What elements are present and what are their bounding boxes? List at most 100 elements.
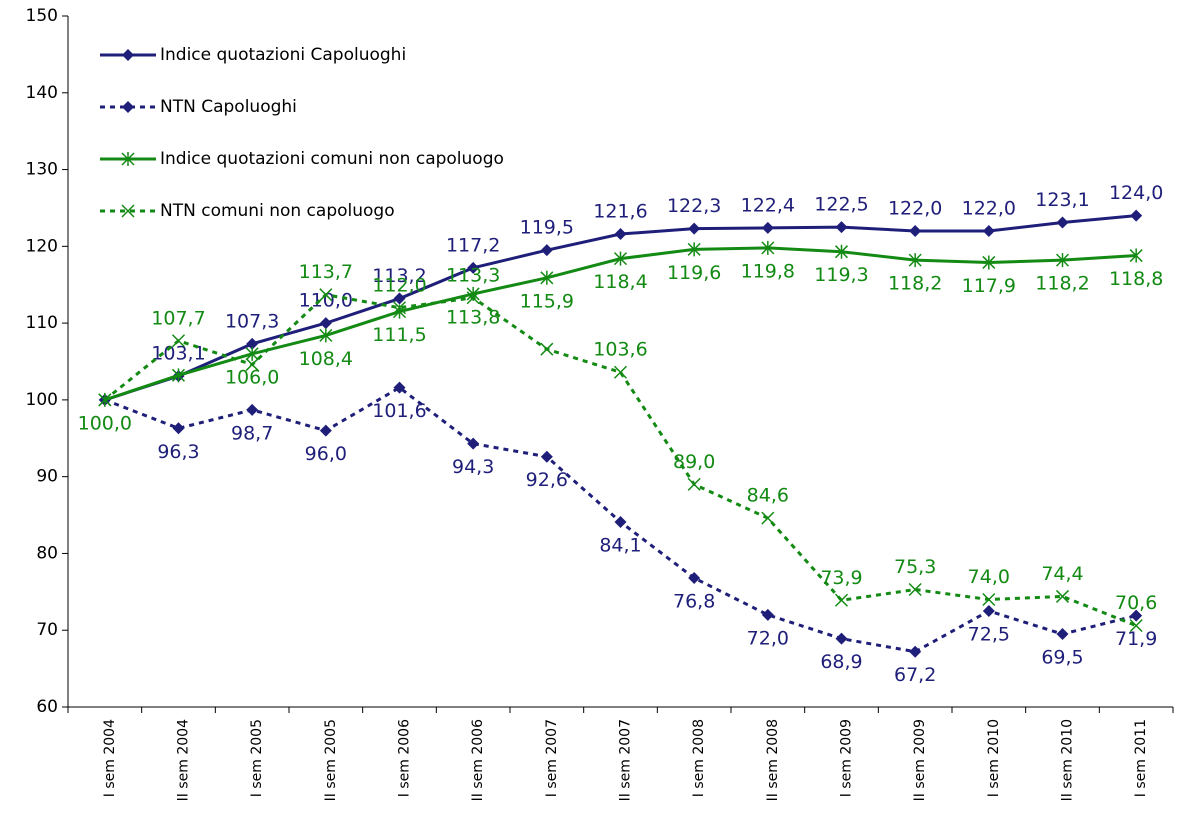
marker	[393, 292, 406, 305]
data-label: 101,6	[372, 400, 426, 422]
data-label: 119,5	[520, 217, 574, 239]
data-label: 115,9	[520, 290, 574, 312]
marker	[908, 582, 922, 597]
data-label: 75,3	[894, 556, 936, 578]
marker	[392, 301, 407, 315]
marker	[319, 328, 333, 343]
x-tick-label: II sem 2008	[765, 719, 781, 801]
marker	[614, 515, 627, 528]
x-tick-label: II sem 2006	[470, 719, 486, 801]
marker	[613, 365, 628, 379]
data-label: 94,3	[452, 456, 494, 478]
data-label: 119,3	[814, 264, 868, 286]
marker	[98, 393, 112, 407]
marker	[122, 49, 134, 61]
x-tick-label: I sem 2010	[986, 719, 1002, 797]
x-tick-label: I sem 2009	[839, 719, 855, 797]
marker	[319, 424, 332, 437]
x-tick-label: I sem 2004	[102, 719, 118, 797]
x-tick-label: I sem 2007	[544, 719, 560, 797]
data-label: 68,9	[820, 651, 862, 673]
y-tick-label: 110	[26, 313, 58, 333]
marker	[761, 511, 775, 525]
data-label: 69,5	[1041, 647, 1083, 669]
data-label: 122,0	[888, 197, 942, 219]
marker	[982, 255, 996, 270]
marker	[982, 605, 995, 618]
marker	[1129, 619, 1143, 633]
marker	[909, 645, 922, 658]
marker	[687, 242, 701, 257]
marker	[171, 368, 186, 383]
marker	[1129, 248, 1143, 263]
data-label: 107,7	[151, 307, 205, 329]
marker	[122, 101, 134, 113]
marker	[688, 222, 701, 235]
data-label: 103,6	[593, 339, 647, 361]
y-tick-label: 60	[36, 697, 58, 717]
marker	[1056, 628, 1069, 641]
x-tick-label: II sem 2010	[1060, 719, 1076, 801]
marker	[467, 261, 480, 274]
data-label: 72,0	[747, 627, 789, 649]
data-label: 84,6	[747, 485, 789, 507]
data-label: 89,0	[673, 451, 715, 473]
data-label: 122,3	[667, 195, 721, 217]
data-label: 124,0	[1109, 182, 1163, 204]
data-label: 118,4	[593, 271, 647, 293]
data-label: 123,1	[1035, 189, 1089, 211]
marker	[540, 270, 554, 285]
marker	[1055, 253, 1070, 268]
data-label: 98,7	[231, 422, 273, 444]
marker	[835, 221, 848, 234]
marker	[908, 253, 922, 268]
y-tick-label: 120	[26, 236, 58, 256]
marker	[171, 334, 186, 348]
x-tick-label: I sem 2006	[397, 719, 413, 797]
y-tick-label: 150	[26, 6, 58, 26]
data-label: 107,3	[225, 310, 279, 332]
marker	[466, 291, 480, 305]
marker	[540, 244, 553, 257]
data-label: 72,5	[968, 624, 1010, 646]
marker	[540, 450, 553, 463]
data-label: 73,9	[820, 567, 862, 589]
x-tick-label: II sem 2005	[323, 719, 339, 801]
y-tick-label: 140	[26, 83, 58, 103]
marker	[613, 251, 628, 266]
marker	[172, 422, 185, 435]
data-label: 92,6	[526, 469, 568, 491]
data-label: 113,3	[446, 264, 500, 286]
x-tick-label: II sem 2009	[912, 719, 928, 801]
marker	[393, 381, 406, 394]
legend-label: NTN Capoluoghi	[160, 97, 297, 117]
data-label: 74,4	[1041, 563, 1083, 585]
data-label: 108,4	[299, 348, 353, 370]
y-tick-label: 80	[36, 543, 58, 563]
marker	[540, 342, 554, 356]
data-label: 122,4	[741, 194, 795, 216]
data-label: 119,8	[741, 260, 795, 282]
marker	[834, 593, 849, 607]
data-label: 100,0	[78, 412, 132, 434]
marker	[834, 244, 849, 259]
marker	[121, 204, 135, 218]
marker	[319, 317, 332, 330]
data-label: 122,0	[962, 197, 1016, 219]
data-label: 67,2	[894, 664, 936, 686]
data-label: 111,5	[372, 324, 426, 346]
data-label: 96,3	[157, 441, 199, 463]
data-label: 84,1	[599, 534, 641, 556]
data-label: 96,0	[305, 443, 347, 465]
data-label: 118,2	[1035, 273, 1089, 295]
marker	[246, 337, 259, 350]
y-tick-label: 100	[26, 390, 58, 410]
marker	[121, 152, 135, 166]
data-label: 113,2	[372, 265, 426, 287]
y-tick-label: 70	[36, 620, 58, 640]
marker	[909, 224, 922, 237]
data-label: 110,0	[299, 290, 353, 312]
y-tick-label: 130	[26, 160, 58, 180]
data-label: 70,6	[1115, 592, 1157, 614]
